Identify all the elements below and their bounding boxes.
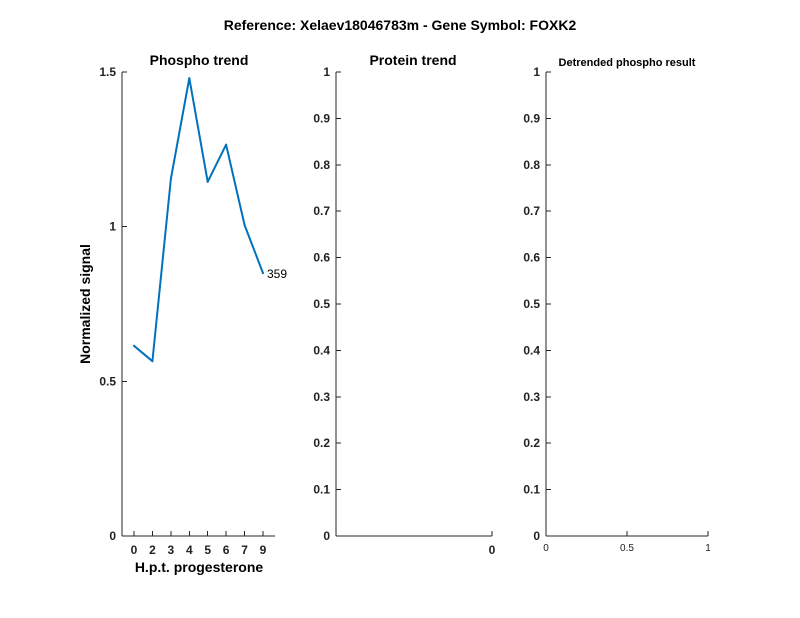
detrended-y-tick-label: 0.4 — [523, 343, 540, 357]
protein-y-tick-label: 0.6 — [313, 251, 330, 265]
detrended-y-ticks: 0 0.1 0.2 0.3 0.4 0.5 0.6 0.7 0.8 0.9 1 — [523, 65, 551, 543]
detrended-y-tick-label: 0.9 — [523, 111, 540, 125]
detrended-y-tick-label: 0.7 — [523, 204, 540, 218]
phospho-data-point — [206, 180, 209, 183]
detrended-y-tick-label: 0.3 — [523, 390, 540, 404]
phospho-series: 359 — [133, 77, 287, 363]
phospho-x-label: H.p.t. progesterone — [135, 559, 264, 575]
phospho-series-end-label: 359 — [267, 267, 287, 281]
phospho-data-point — [151, 360, 154, 363]
protein-trend-panel: Protein trend 00.10.20.30.40.50.60.70.80… — [313, 52, 495, 557]
phospho-y-tick-label: 0.5 — [99, 374, 116, 388]
detrended-y-tick-label: 1 — [533, 65, 540, 79]
detrended-y-tick-label: 0.5 — [523, 297, 540, 311]
protein-x-tick-label: 0 — [489, 543, 496, 557]
phospho-data-point — [169, 177, 172, 180]
detrended-y-tick-label: 0.6 — [523, 251, 540, 265]
phospho-x-tick-label: 0 — [131, 543, 138, 557]
protein-y-tick-label: 0.9 — [313, 111, 330, 125]
phospho-y-tick-label: 0 — [109, 529, 116, 543]
phospho-x-tick-label: 3 — [168, 543, 175, 557]
phospho-trend-title: Phospho trend — [150, 52, 249, 68]
protein-y-tick-label: 0.3 — [313, 390, 330, 404]
protein-y-tick-label: 0.1 — [313, 483, 330, 497]
protein-y-tick-label: 0.5 — [313, 297, 330, 311]
phospho-y-ticks: 0 0.5 1 1.5 — [99, 65, 127, 543]
protein-y-tick-label: 0.4 — [313, 343, 330, 357]
protein-y-tick-label: 0.2 — [313, 436, 330, 450]
phospho-x-tick-label: 5 — [204, 543, 211, 557]
detrended-y-tick-label: 0.2 — [523, 436, 540, 450]
detrended-phospho-panel: Detrended phospho result 0 0.1 0.2 0.3 0.4 0.… — [523, 57, 711, 554]
detrended-x-ticks: 0 0.5 1 — [543, 531, 711, 554]
phospho-data-point — [133, 344, 135, 347]
protein-y-tick-label: 0 — [323, 529, 330, 543]
phospho-data-point — [225, 143, 228, 146]
phospho-series-line — [133, 77, 264, 363]
phospho-data-point — [262, 272, 264, 275]
protein-x-ticks: 0 — [489, 531, 496, 557]
detrended-y-tick-label: 0 — [533, 529, 540, 543]
phospho-x-tick-label: 9 — [260, 543, 267, 557]
detrended-y-tick-label: 0.1 — [523, 483, 540, 497]
figure-title: Reference: Xelaev18046783m - Gene Symbol… — [224, 17, 577, 33]
phospho-data-point — [243, 224, 246, 227]
detrended-x-tick-label: 0.5 — [620, 543, 634, 554]
protein-trend-title: Protein trend — [369, 52, 456, 68]
phospho-y-tick-label: 1.5 — [99, 65, 116, 79]
phospho-y-tick-label: 1 — [109, 220, 116, 234]
phospho-x-tick-label: 2 — [149, 543, 156, 557]
protein-y-tick-label: 1 — [323, 65, 330, 79]
phospho-x-tick-label: 7 — [241, 543, 248, 557]
protein-y-tick-label: 0.7 — [313, 204, 330, 218]
protein-y-tick-label: 0.8 — [313, 158, 330, 172]
detrended-x-tick-label: 1 — [705, 543, 711, 554]
protein-y-ticks: 0 0.1 0.2 0.3 0.4 0.5 0.6 0.7 0.8 0.9 1 — [313, 65, 341, 543]
phospho-x-tick-label: 4 — [186, 543, 193, 557]
detrended-x-tick-label: 0 — [543, 543, 549, 554]
detrended-phospho-title: Detrended phospho result — [559, 57, 696, 69]
detrended-y-tick-label: 0.8 — [523, 158, 540, 172]
phospho-x-tick-label: 6 — [223, 543, 230, 557]
phospho-data-point — [188, 77, 191, 80]
phospho-y-label: Normalized signal — [77, 244, 93, 364]
